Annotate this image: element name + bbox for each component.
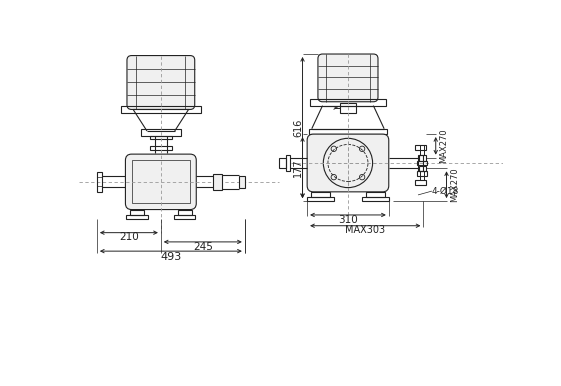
Bar: [311, 192, 330, 197]
Bar: [174, 215, 195, 219]
Bar: [309, 129, 387, 134]
Bar: [418, 154, 424, 171]
Bar: [141, 129, 181, 135]
Bar: [286, 154, 290, 171]
Text: 210: 210: [119, 232, 139, 242]
Text: 493: 493: [160, 252, 181, 262]
Bar: [132, 160, 190, 203]
Bar: [417, 161, 427, 165]
Text: MAX303: MAX303: [345, 225, 385, 235]
Text: MAX270: MAX270: [440, 129, 449, 163]
Bar: [419, 154, 426, 161]
Bar: [307, 197, 334, 201]
Bar: [419, 166, 426, 171]
Bar: [366, 192, 385, 197]
Text: 177: 177: [293, 158, 303, 177]
Bar: [121, 107, 201, 113]
Text: MAX270: MAX270: [450, 168, 459, 202]
Bar: [362, 197, 389, 201]
Text: 310: 310: [338, 215, 358, 225]
Bar: [178, 210, 192, 215]
Bar: [310, 100, 386, 106]
Bar: [97, 172, 102, 192]
Bar: [341, 103, 356, 113]
Bar: [150, 146, 172, 150]
FancyBboxPatch shape: [126, 154, 196, 210]
Bar: [213, 174, 223, 190]
Bar: [415, 145, 426, 150]
FancyBboxPatch shape: [307, 134, 389, 192]
Bar: [279, 158, 286, 168]
Bar: [238, 176, 245, 188]
Bar: [130, 210, 144, 215]
Bar: [415, 180, 426, 185]
Text: 616: 616: [293, 119, 303, 137]
Text: 4-Ø18: 4-Ø18: [432, 186, 459, 196]
Bar: [417, 171, 427, 176]
FancyBboxPatch shape: [127, 56, 195, 110]
Bar: [150, 135, 172, 139]
Bar: [126, 215, 148, 219]
Text: 245: 245: [193, 242, 213, 252]
FancyBboxPatch shape: [318, 54, 378, 102]
